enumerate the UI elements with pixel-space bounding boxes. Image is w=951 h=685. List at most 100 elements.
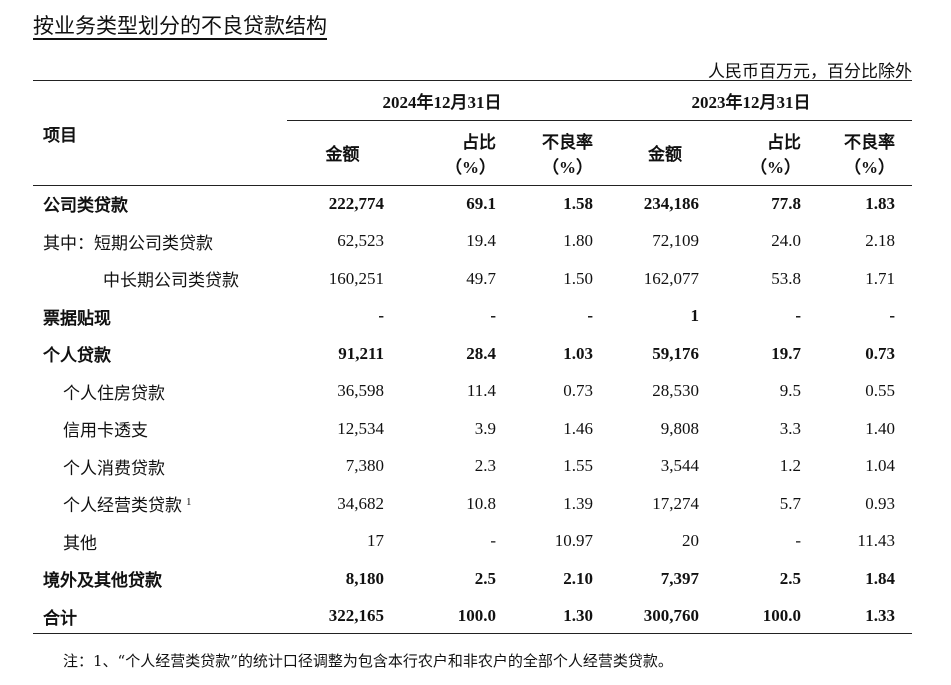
cell-value: 12,534 [337, 418, 384, 438]
row-label-text: 个人经营类贷款 [63, 496, 182, 516]
bottom-rule [33, 633, 912, 634]
cell-value: 1.30 [563, 606, 593, 626]
cell-value: 1.46 [563, 418, 593, 438]
cell-value: 1.2 [779, 456, 801, 476]
table-row: 合计 322,165 100.0 1.30 300,760 100.0 1.33 [33, 598, 905, 636]
table-row: 个人经营类贷款 1 34,682 10.8 1.39 17,274 5.7 0.93 [33, 485, 905, 523]
period-rule [287, 120, 912, 121]
cell-value: 100.0 [762, 606, 801, 626]
cell-value: 2.10 [563, 568, 593, 588]
cell-value: - [378, 306, 384, 326]
cell-value: 2.5 [779, 568, 801, 588]
cell-value: 77.8 [771, 193, 801, 213]
cell-value: 34,682 [337, 493, 384, 513]
header-rate-2023: 不良率 [844, 132, 895, 152]
cell-value: 2.18 [865, 231, 895, 251]
cell-value: 8,180 [345, 568, 384, 588]
table-row: 中长期公司类贷款 160,251 49.7 1.50 162,077 53.8 1.71 [33, 260, 905, 298]
table-row: 票据贴现 - - - 1 - - [33, 298, 905, 336]
cell-value: - [490, 531, 496, 551]
header-item: 项目 [43, 126, 77, 145]
table-title: 按业务类型划分的不良贷款结构 [33, 14, 327, 38]
header-2023: 2023年12月31日 [691, 93, 811, 112]
cell-value: 322,165 [328, 606, 384, 626]
cell-value: 0.73 [563, 381, 593, 401]
cell-value: 7,380 [345, 456, 384, 476]
row-label-text: 个人贷款 [43, 346, 111, 366]
row-label-text: 合计 [43, 608, 77, 628]
row-label: 个人贷款 [33, 335, 287, 373]
row-label-text: 个人住房贷款 [63, 383, 165, 403]
row-label: 信用卡透支 [33, 410, 287, 448]
cell-value: 1.84 [865, 568, 895, 588]
row-label-text: 其中：短期公司类贷款 [43, 233, 213, 253]
header-2024: 2024年12月31日 [382, 93, 502, 112]
cell-value: 1 [690, 306, 700, 326]
npl-table: 项目 2024年12月31日 2023年12月31日 金额 占比 （%） 不良率 （… [33, 81, 905, 635]
row-label: 合计 [33, 598, 287, 636]
cell-value: 9.5 [779, 381, 801, 401]
cell-value: 1.71 [865, 268, 895, 288]
table-row: 个人贷款 91,211 28.4 1.03 59,176 19.7 0.73 [33, 335, 905, 373]
cell-value: 36,598 [337, 381, 384, 401]
cell-value: 3.3 [779, 418, 801, 438]
cell-value: - [490, 306, 496, 326]
cell-value: 0.73 [865, 343, 895, 363]
cell-value: 10.97 [554, 531, 593, 551]
cell-value: 1.03 [563, 343, 593, 363]
cell-value: 100.0 [457, 606, 496, 626]
row-label-text: 公司类贷款 [43, 196, 128, 216]
cell-value: 1.39 [563, 493, 593, 513]
cell-value: 5.7 [779, 493, 801, 513]
cell-value: 1.33 [865, 606, 895, 626]
cell-value: 91,211 [338, 343, 384, 363]
table-row: 个人住房贷款 36,598 11.4 0.73 28,530 9.5 0.55 [33, 373, 905, 411]
cell-value: 17,274 [652, 493, 699, 513]
unit-note: 人民币百万元，百分比除外 [708, 62, 912, 82]
cell-value: 69.1 [466, 193, 496, 213]
cell-value: 28.4 [466, 343, 496, 363]
row-label: 个人消费贷款 [33, 448, 287, 486]
top-rule [33, 80, 912, 81]
row-label: 个人住房贷款 [33, 373, 287, 411]
row-label-text: 中长期公司类贷款 [103, 271, 239, 291]
row-label-text: 境外及其他贷款 [43, 571, 162, 591]
header-share-2024: 占比 [462, 132, 496, 152]
row-label: 其他 [33, 523, 287, 561]
cell-value: 1.50 [563, 268, 593, 288]
cell-value: 234,186 [643, 193, 699, 213]
cell-value: 28,530 [652, 381, 699, 401]
row-label: 境外及其他贷款 [33, 560, 287, 598]
row-label: 公司类贷款 [33, 185, 287, 223]
footnote-marker: 1 [186, 495, 192, 508]
row-label: 票据贴现 [33, 298, 287, 336]
cell-value: 11.4 [466, 381, 496, 401]
header-rule [33, 185, 912, 186]
cell-value: 3.9 [474, 418, 496, 438]
cell-value: 1.80 [563, 231, 593, 251]
header-amount-2024: 金额 [325, 145, 360, 164]
header-rate-2024: 不良率 [542, 132, 593, 152]
cell-value: 10.8 [466, 493, 496, 513]
footnote: 注：1、“个人经营类贷款”的统计口径调整为包含本行农户和非农户的全部个人经营类贷… [63, 652, 673, 670]
cell-value: 1.58 [563, 193, 593, 213]
cell-value: - [795, 306, 801, 326]
cell-value: 0.55 [865, 381, 895, 401]
cell-value: 49.7 [466, 268, 496, 288]
header-rate-unit: （%） [844, 157, 895, 177]
table-row: 其中：短期公司类贷款 62,523 19.4 1.80 72,109 24.0 2.18 [33, 223, 905, 261]
table-row: 个人消费贷款 7,380 2.3 1.55 3,544 1.2 1.04 [33, 448, 905, 486]
cell-value: 300,760 [643, 606, 699, 626]
table-row: 境外及其他贷款 8,180 2.5 2.10 7,397 2.5 1.84 [33, 560, 905, 598]
cell-value: 20 [682, 531, 699, 551]
cell-value: 1.40 [865, 418, 895, 438]
cell-value: 72,109 [652, 231, 699, 251]
row-label-text: 票据贴现 [43, 308, 111, 328]
cell-value: - [587, 306, 593, 326]
cell-value: 2.5 [474, 568, 496, 588]
table-row: 公司类贷款 222,774 69.1 1.58 234,186 77.8 1.83 [33, 185, 905, 223]
header-share-unit: （%） [750, 157, 801, 177]
cell-value: 222,774 [328, 193, 384, 213]
cell-value: 162,077 [643, 268, 699, 288]
row-label-text: 信用卡透支 [63, 421, 148, 441]
